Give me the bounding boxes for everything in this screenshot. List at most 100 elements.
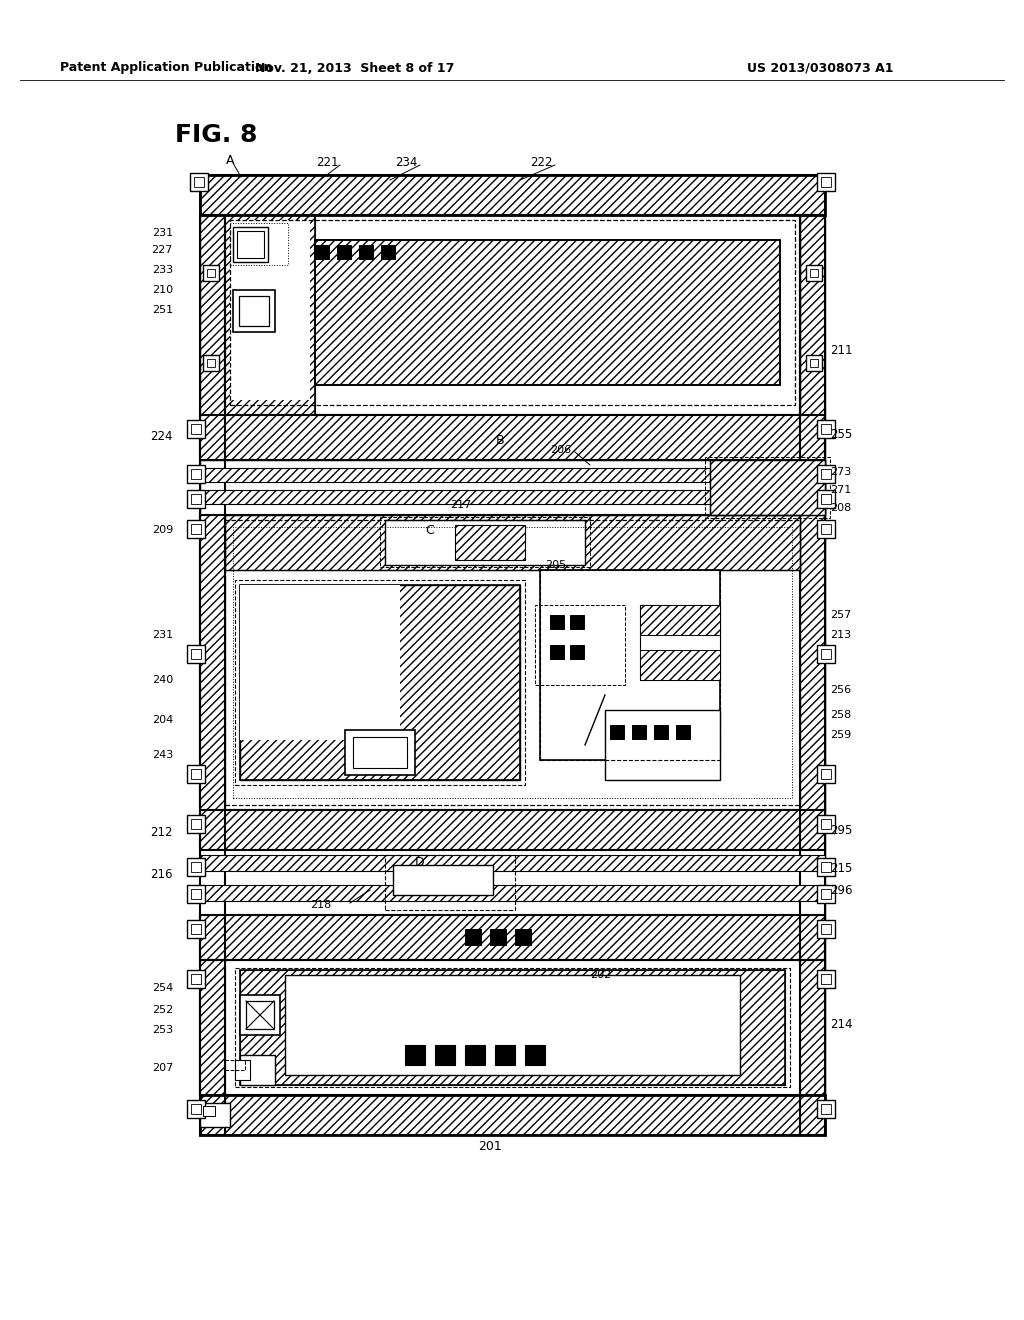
Bar bbox=[203, 265, 219, 281]
Bar bbox=[187, 814, 205, 833]
Bar bbox=[234, 579, 525, 785]
Text: 252: 252 bbox=[152, 1005, 173, 1015]
Bar bbox=[821, 818, 831, 829]
Bar bbox=[821, 494, 831, 504]
Text: 227: 227 bbox=[152, 246, 173, 255]
Text: 231: 231 bbox=[152, 630, 173, 640]
Bar bbox=[187, 465, 205, 483]
Text: 243: 243 bbox=[152, 750, 173, 760]
Bar bbox=[654, 725, 668, 739]
Text: 216: 216 bbox=[151, 869, 173, 882]
Bar bbox=[225, 515, 800, 570]
Bar bbox=[315, 240, 780, 385]
Bar bbox=[200, 884, 825, 902]
Text: US 2013/0308073 A1: US 2013/0308073 A1 bbox=[746, 62, 893, 74]
Bar bbox=[200, 850, 825, 915]
Bar bbox=[465, 929, 481, 945]
Text: 253: 253 bbox=[152, 1026, 173, 1035]
Bar bbox=[406, 1045, 425, 1065]
Bar bbox=[200, 810, 825, 850]
Bar bbox=[821, 924, 831, 935]
Bar bbox=[821, 974, 831, 983]
Text: A: A bbox=[226, 153, 234, 166]
Bar bbox=[817, 520, 835, 539]
Bar bbox=[225, 515, 800, 570]
Text: 240: 240 bbox=[152, 675, 173, 685]
Bar bbox=[190, 974, 201, 983]
Bar bbox=[821, 770, 831, 779]
Text: 259: 259 bbox=[830, 730, 851, 741]
Bar bbox=[200, 459, 825, 515]
Bar bbox=[230, 220, 795, 405]
Text: 202: 202 bbox=[590, 970, 611, 979]
Bar bbox=[237, 231, 264, 257]
Bar bbox=[817, 858, 835, 876]
Text: 273: 273 bbox=[830, 467, 851, 477]
Text: 215: 215 bbox=[830, 862, 852, 874]
Text: 201: 201 bbox=[478, 1140, 502, 1154]
Bar bbox=[515, 929, 531, 945]
Text: 211: 211 bbox=[830, 343, 853, 356]
Bar bbox=[225, 520, 800, 805]
Text: 256: 256 bbox=[830, 685, 851, 696]
Bar bbox=[353, 737, 407, 768]
Bar bbox=[806, 265, 822, 281]
Bar bbox=[187, 520, 205, 539]
Bar bbox=[200, 960, 225, 1096]
Bar bbox=[190, 173, 208, 191]
Text: 234: 234 bbox=[395, 157, 418, 169]
Text: FIG. 8: FIG. 8 bbox=[175, 123, 257, 147]
Bar bbox=[225, 1060, 245, 1071]
Bar bbox=[200, 915, 825, 960]
Bar bbox=[455, 525, 525, 560]
Bar bbox=[203, 1106, 215, 1115]
Text: Nov. 21, 2013  Sheet 8 of 17: Nov. 21, 2013 Sheet 8 of 17 bbox=[255, 62, 455, 74]
Bar bbox=[225, 215, 315, 414]
Bar bbox=[200, 176, 825, 215]
Bar bbox=[207, 268, 215, 277]
Bar bbox=[190, 469, 201, 479]
Bar bbox=[817, 766, 835, 783]
Text: 257: 257 bbox=[830, 610, 851, 620]
Bar bbox=[676, 725, 690, 739]
Bar bbox=[525, 1045, 545, 1065]
Bar bbox=[246, 1001, 274, 1030]
Bar bbox=[190, 888, 201, 899]
Text: 209: 209 bbox=[152, 525, 173, 535]
Bar bbox=[800, 960, 825, 1096]
Text: D: D bbox=[415, 855, 425, 869]
Bar bbox=[230, 223, 288, 265]
Bar bbox=[187, 970, 205, 987]
Bar bbox=[800, 215, 825, 1135]
Bar bbox=[640, 649, 720, 680]
Bar bbox=[821, 177, 831, 187]
Bar bbox=[194, 177, 204, 187]
Bar bbox=[800, 515, 825, 810]
Text: 214: 214 bbox=[830, 1019, 853, 1031]
Bar bbox=[200, 490, 825, 504]
Text: 295: 295 bbox=[830, 824, 852, 837]
Bar bbox=[240, 585, 520, 780]
Bar bbox=[225, 215, 800, 414]
Bar bbox=[535, 605, 625, 685]
Text: 208: 208 bbox=[830, 503, 851, 513]
Bar bbox=[821, 862, 831, 873]
Bar bbox=[200, 515, 225, 810]
Bar bbox=[240, 970, 785, 1085]
Text: 224: 224 bbox=[151, 430, 173, 444]
Bar bbox=[817, 490, 835, 508]
Bar bbox=[380, 517, 590, 568]
Bar bbox=[705, 457, 830, 517]
Bar bbox=[200, 515, 825, 810]
Bar bbox=[385, 855, 515, 909]
Text: 213: 213 bbox=[830, 630, 851, 640]
Bar bbox=[187, 1100, 205, 1118]
Bar bbox=[806, 355, 822, 371]
Bar bbox=[817, 420, 835, 438]
Bar bbox=[315, 240, 780, 385]
Bar bbox=[495, 1045, 515, 1065]
Bar bbox=[200, 1096, 825, 1135]
Bar bbox=[233, 527, 792, 799]
Bar bbox=[190, 1104, 201, 1114]
Bar bbox=[465, 1045, 485, 1065]
